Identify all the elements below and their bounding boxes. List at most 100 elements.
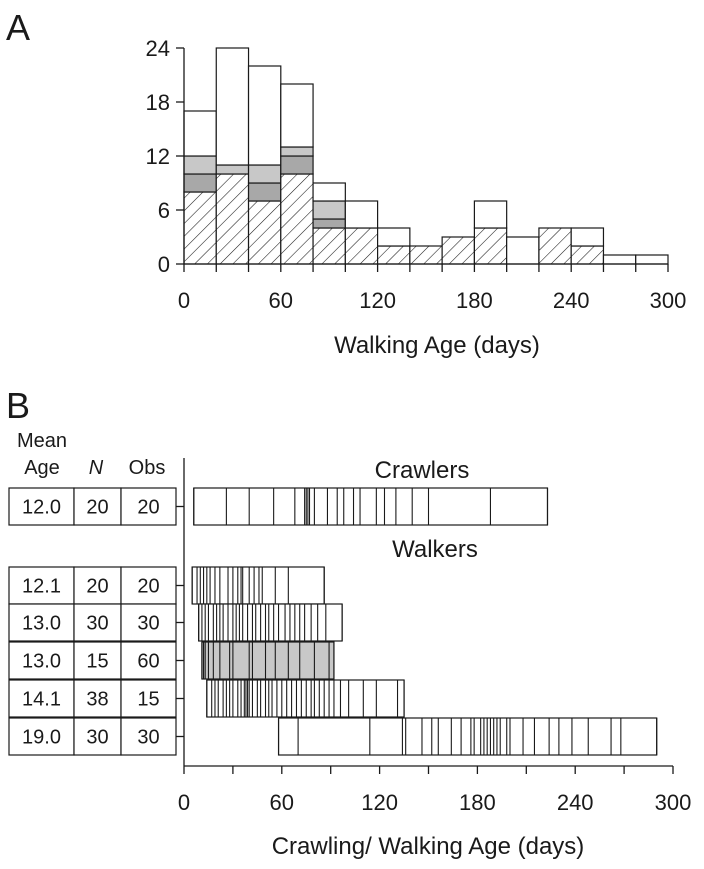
table-cell-obs: 20 (137, 497, 159, 519)
y-tick-label: 18 (146, 90, 170, 115)
histogram-bar-light_gray (280, 146, 314, 157)
table-cell (8, 603, 75, 642)
summary-table: 12.0 20 20 12.1 20 20 13.0 30 30 13.0 15 60 14.1 38 15… (8, 487, 177, 756)
table-cell (8, 566, 75, 605)
y-tick-label: 6 (158, 198, 170, 223)
histogram-bar-white (215, 47, 250, 166)
histogram-bar-white (344, 200, 379, 229)
table-cell-mean-age: 14.1 (22, 689, 61, 711)
histogram-bar-hatched (183, 191, 217, 265)
table-cell (8, 487, 75, 526)
timeline-box (201, 641, 335, 680)
histogram-bar-hatched (538, 227, 572, 265)
panel-a-letter: A (6, 7, 30, 48)
histogram-bar-hatched (441, 236, 475, 265)
table-cell-mean-age: 12.0 (22, 497, 61, 519)
x-tick-label: 0 (178, 288, 190, 313)
table-cell (73, 641, 122, 680)
table-cell (120, 679, 177, 718)
table-cell (120, 487, 177, 526)
table-cell (8, 641, 75, 680)
histogram-bar-hatched (280, 173, 314, 265)
timeline-box (191, 566, 325, 605)
panel-a-x-axis-title: Walking Age (days) (334, 332, 540, 359)
panel-a-x-ticks: 0 60 120 180 240 300 (178, 264, 686, 313)
histogram-bar-hatched (570, 245, 605, 265)
table-cell-n: 20 (86, 576, 108, 598)
table-cell (120, 717, 177, 756)
table-cell-n: 30 (86, 613, 108, 635)
panel-b-letter: B (6, 385, 30, 426)
table-header-mean: Mean (17, 430, 67, 452)
histogram-bars (183, 47, 669, 265)
x-tick-label: 180 (459, 790, 496, 815)
histogram-bar-light_gray (183, 155, 217, 175)
table-header-age: Age (24, 457, 60, 479)
table-cell-mean-age: 19.0 (22, 727, 61, 749)
histogram-bar-white (247, 65, 282, 166)
table-cell (8, 679, 75, 718)
table-cell (120, 641, 177, 680)
table-cell (73, 717, 122, 756)
table-cell (73, 679, 122, 718)
histogram-bar-white (312, 182, 346, 202)
table-cell-mean-age: 13.0 (22, 613, 61, 635)
table-cell (8, 717, 75, 756)
timeline-box (193, 487, 549, 526)
histogram-bar-dark_gray (247, 182, 282, 202)
histogram-bar-white (506, 236, 540, 265)
timeline-rows (176, 487, 658, 756)
y-tick-label: 24 (146, 36, 170, 61)
table-cell (73, 487, 122, 526)
x-tick-label: 240 (557, 790, 594, 815)
histogram-bar-hatched (473, 227, 508, 265)
y-tick-label: 12 (146, 144, 170, 169)
x-tick-label: 0 (178, 790, 190, 815)
table-cell-n: 15 (86, 651, 108, 673)
histogram-bar-hatched (215, 173, 250, 265)
histogram-bar-white (377, 227, 411, 247)
group-label-walkers: Walkers (392, 536, 478, 563)
histogram-bar-light_gray (215, 164, 250, 175)
histogram-bar-white (570, 227, 605, 247)
table-cell-n: 20 (86, 497, 108, 519)
x-tick-label: 300 (655, 790, 692, 815)
histogram-bar-white (602, 254, 637, 265)
table-header-obs: Obs (129, 457, 166, 479)
table-cell-n: 30 (86, 727, 108, 749)
y-tick-label: 0 (158, 252, 170, 277)
panel-b: B Mean Age N Obs Crawlers Walkers 12.0 20… (6, 385, 691, 860)
table-cell-obs: 30 (137, 727, 159, 749)
panel-b-x-axis-title: Crawling/ Walking Age (days) (272, 833, 585, 860)
table-cell-obs: 30 (137, 613, 159, 635)
timeline-box (277, 717, 658, 756)
x-tick-label: 300 (650, 288, 687, 313)
group-label-crawlers: Crawlers (375, 457, 470, 484)
table-cell (120, 566, 177, 605)
histogram-bar-hatched (377, 245, 411, 265)
histogram-bar-dark_gray (183, 173, 217, 193)
histogram-bar-light_gray (247, 164, 282, 184)
histogram-bar-dark_gray (312, 218, 346, 229)
table-cell-mean-age: 12.1 (22, 576, 61, 598)
panel-a: A 0 6 12 18 24 0 60 120 180 240 300 Walking Age (… (6, 7, 686, 359)
table-cell-mean-age: 13.0 (22, 651, 61, 673)
histogram-bar-hatched (312, 227, 346, 265)
histogram-bar-white (280, 83, 314, 148)
table-cell-obs: 60 (137, 651, 159, 673)
table-cell-obs: 15 (137, 689, 159, 711)
x-tick-label: 120 (361, 790, 398, 815)
table-cell (73, 603, 122, 642)
x-tick-label: 180 (456, 288, 493, 313)
table-header-n: N (89, 457, 104, 479)
histogram-bar-white (183, 110, 217, 157)
histogram-bar-white (473, 200, 508, 229)
x-tick-label: 120 (359, 288, 396, 313)
histogram-bar-hatched (409, 245, 443, 265)
panel-a-y-ticks: 0 6 12 18 24 (146, 36, 184, 277)
table-cell-obs: 20 (137, 576, 159, 598)
table-cell-n: 38 (86, 689, 108, 711)
panel-b-x-ticks: 0 60 120 180 240 300 (178, 766, 691, 815)
histogram-bar-light_gray (312, 200, 346, 220)
